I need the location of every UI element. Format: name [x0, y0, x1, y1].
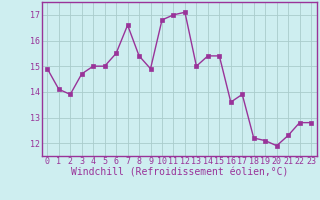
X-axis label: Windchill (Refroidissement éolien,°C): Windchill (Refroidissement éolien,°C): [70, 168, 288, 178]
